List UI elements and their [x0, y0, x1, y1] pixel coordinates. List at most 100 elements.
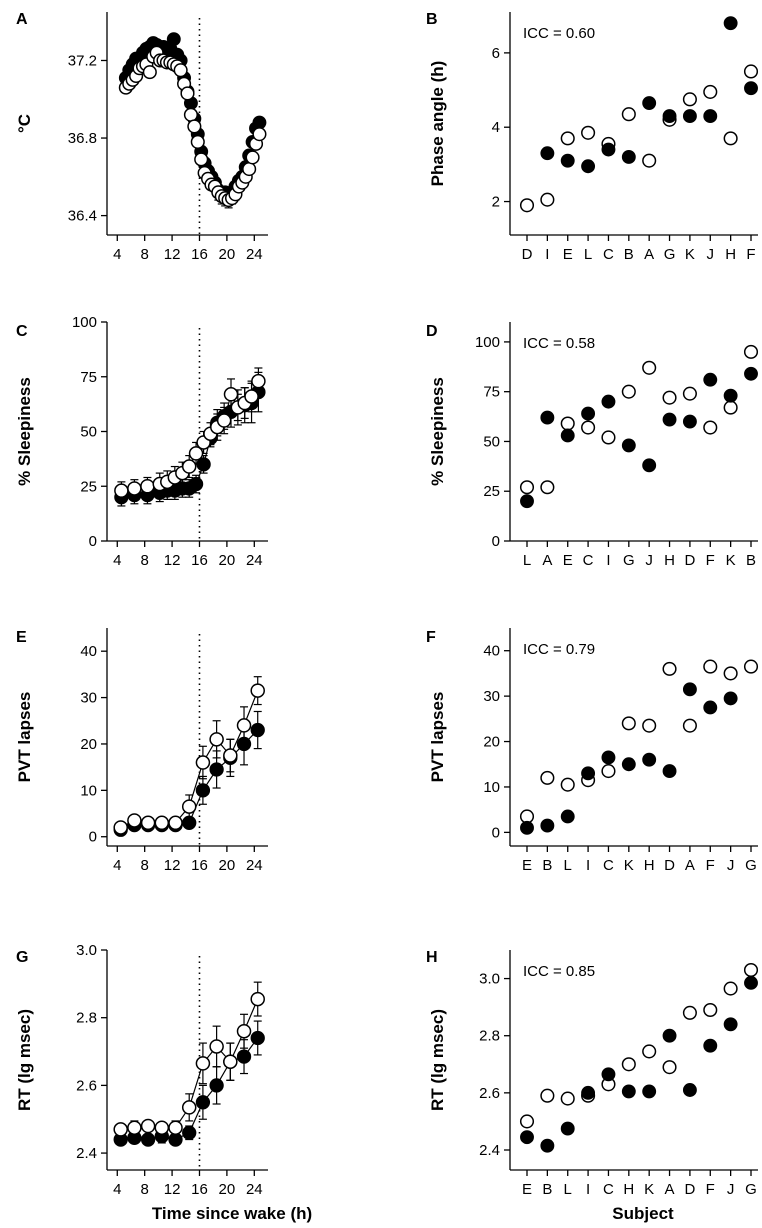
data-point: [703, 372, 718, 387]
data-point: [113, 820, 128, 835]
data-point: [581, 159, 596, 174]
icc-annotation: ICC = 0.79: [523, 641, 595, 658]
series-open: [519, 962, 759, 1129]
data-point: [236, 718, 252, 733]
data-point: [127, 481, 142, 496]
x-tick-label: G: [745, 1181, 757, 1198]
x-tick-label: G: [745, 857, 757, 874]
y-tick-label: 10: [80, 782, 97, 799]
series-open: [519, 659, 759, 824]
data-point: [209, 1039, 224, 1054]
data-point: [540, 1088, 555, 1103]
data-point: [540, 146, 555, 161]
y-tick-label: 75: [80, 369, 97, 386]
data-point: [140, 1118, 156, 1134]
data-point: [140, 1132, 156, 1147]
data-point: [723, 400, 738, 415]
y-tick-label: 2.6: [479, 1085, 500, 1102]
data-point: [642, 96, 657, 111]
data-point: [180, 86, 195, 101]
y-tick-label: 50: [483, 433, 500, 450]
data-point: [621, 438, 636, 453]
series-filled: [520, 682, 738, 835]
data-point: [250, 1030, 265, 1046]
x-tick-label: 24: [246, 552, 263, 569]
y-tick-label: 10: [483, 779, 500, 796]
x-tick-label: 24: [246, 857, 263, 874]
data-point: [540, 410, 555, 425]
x-tick-label: K: [726, 552, 736, 569]
x-tick-label: G: [664, 246, 676, 263]
data-point: [209, 1078, 224, 1093]
icc-annotation: ICC = 0.58: [523, 335, 595, 352]
data-point: [560, 131, 575, 146]
x-tick-label: 20: [219, 1181, 236, 1198]
icc-annotation: ICC = 0.60: [523, 25, 595, 42]
data-point: [642, 458, 657, 473]
data-point: [723, 388, 738, 403]
series-open: [114, 367, 266, 500]
x-tick-label: 8: [141, 857, 149, 874]
x-tick-label: B: [624, 246, 634, 263]
data-point: [682, 414, 697, 429]
x-tick-label: A: [685, 857, 695, 874]
x-tick-label: L: [523, 552, 531, 569]
x-tick-label: B: [746, 552, 756, 569]
data-point: [190, 134, 205, 149]
series-open: [118, 45, 267, 209]
y-axis-title: PVT lapses: [428, 692, 447, 783]
x-tick-label: B: [542, 1181, 552, 1198]
data-point: [642, 360, 657, 375]
data-point: [187, 119, 202, 134]
data-point: [621, 757, 636, 772]
x-tick-label: D: [522, 246, 533, 263]
data-point: [743, 659, 759, 674]
data-point: [520, 494, 534, 509]
panel-e: E PVT lapses 0 10 20 30 40 4 8 12 16 20 24: [15, 628, 268, 874]
y-tick-label: 25: [80, 478, 97, 495]
data-point: [194, 152, 209, 167]
data-point: [560, 777, 575, 792]
data-point: [581, 406, 596, 421]
panel-label: H: [426, 949, 438, 966]
x-tick-label: I: [586, 1181, 590, 1198]
y-tick-label: 37.2: [68, 52, 97, 69]
x-tick-label: H: [725, 246, 736, 263]
x-tick-label: 8: [141, 246, 149, 263]
data-point: [252, 127, 267, 142]
series-open: [519, 344, 759, 495]
data-point: [744, 975, 758, 990]
series-filled: [520, 975, 758, 1153]
data-point: [560, 809, 575, 824]
data-point: [195, 755, 211, 770]
series-filled: [540, 16, 758, 174]
data-point: [581, 125, 596, 140]
series-filled: [520, 366, 758, 509]
data-point: [242, 162, 257, 177]
x-tick-label: 4: [113, 246, 121, 263]
y-tick-label: 75: [483, 384, 500, 401]
y-tick-label: 20: [80, 736, 97, 753]
data-point: [188, 476, 204, 492]
data-point: [662, 1028, 677, 1043]
x-tick-label: F: [706, 857, 715, 874]
panel-label: G: [16, 949, 28, 966]
x-tick-label: E: [522, 1181, 532, 1198]
series-open: [519, 64, 759, 213]
data-point: [621, 107, 636, 122]
x-tick-label: 8: [141, 552, 149, 569]
x-tick-label: C: [603, 1181, 614, 1198]
data-point: [682, 682, 697, 697]
y-tick-label: 2: [492, 194, 500, 211]
data-point: [662, 661, 677, 676]
data-point: [236, 1049, 252, 1064]
data-point: [560, 1091, 575, 1106]
y-tick-label: 40: [483, 643, 500, 660]
x-tick-label: I: [606, 552, 610, 569]
data-point: [142, 65, 157, 80]
data-point: [181, 459, 197, 474]
data-point: [703, 700, 718, 715]
